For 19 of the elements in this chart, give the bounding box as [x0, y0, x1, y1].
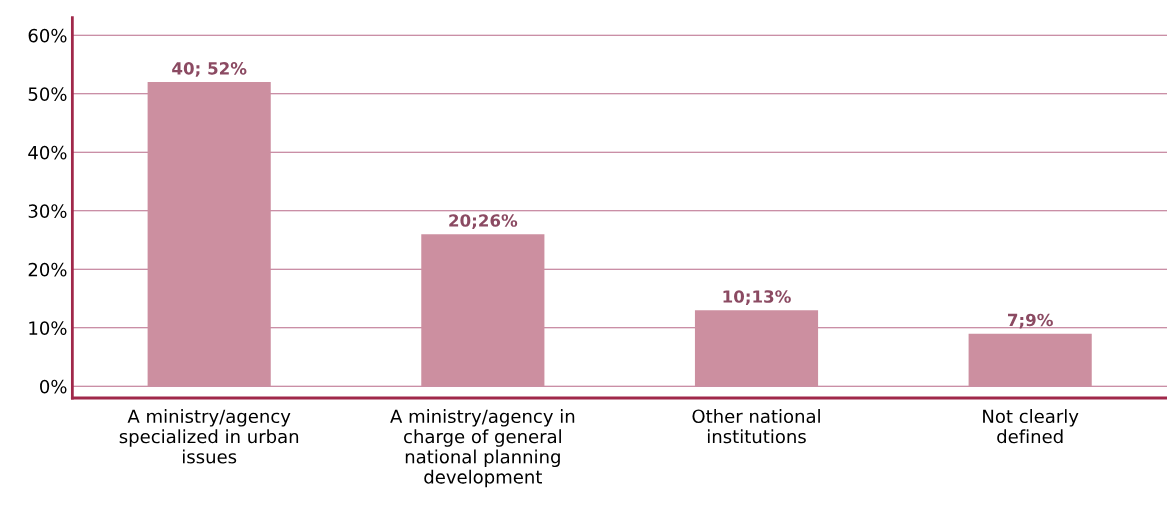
y-tick-label: 10%	[29, 321, 67, 335]
y-tick-label: 40%	[28, 145, 67, 160]
data-label: 7;9%	[1008, 313, 1053, 329]
y-tick-label: 50%	[28, 87, 67, 101]
data-label: 20;26%	[449, 214, 518, 229]
data-label: 40; 52%	[172, 62, 247, 77]
data-label: 10;13%	[723, 290, 791, 305]
bar	[694, 310, 819, 387]
x-tick-label: Not clearly defined	[983, 409, 1079, 444]
x-tick-label: Other national institutions	[692, 409, 820, 444]
x-tick-label: A ministry/agency specialized in urban issues	[119, 409, 299, 464]
y-tick-label: 60%	[28, 28, 67, 43]
y-tick-label: 30%	[28, 204, 67, 218]
bar	[968, 333, 1092, 387]
bar	[421, 234, 545, 387]
bar	[147, 82, 271, 387]
x-tick-label: A ministry/agency in charge of general national planning development	[390, 409, 575, 488]
y-tick-label: 20%	[28, 262, 67, 277]
y-tick-label: 0%	[40, 379, 67, 394]
